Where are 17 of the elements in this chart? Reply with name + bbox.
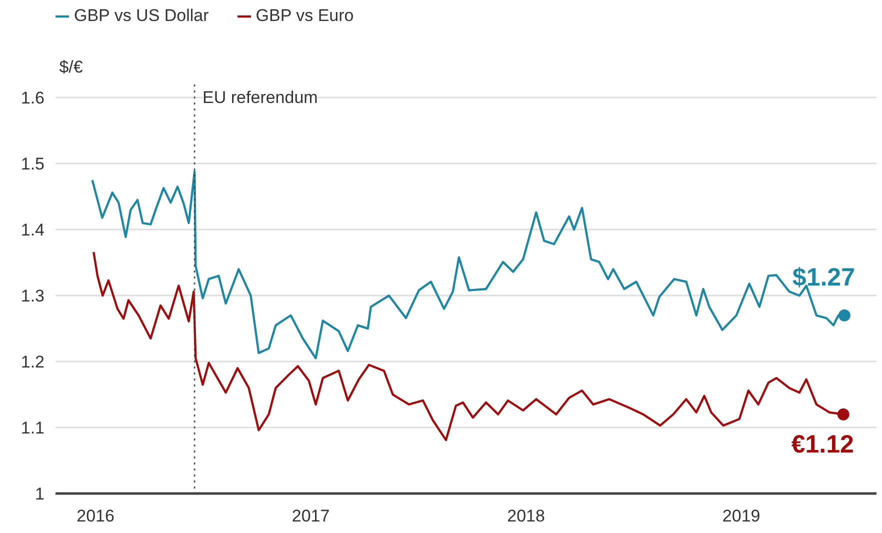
y-tick-label: 1 [35,484,45,504]
y-tick-label: 1.2 [20,352,45,372]
y-axis-title: $/€ [59,58,84,76]
y-tick-label: 1.4 [20,220,45,240]
ref-line-label: EU referendum [202,88,318,108]
y-tick-label: 1.6 [20,88,45,108]
x-tick-label: 2018 [507,506,545,526]
legend-label: GBP vs US Dollar [74,6,209,26]
y-tick-label: 1.3 [20,286,45,306]
y-tick-label: 1.5 [20,154,45,174]
annotation: €1.12 [791,430,854,458]
legend-label: GBP vs Euro [256,6,354,26]
y-tick-label: 1.1 [20,418,45,438]
x-tick-label: 2019 [722,506,760,526]
x-tick-label: 2016 [76,506,114,526]
annotation: $1.27 [792,263,855,292]
x-tick-label: 2017 [292,506,330,526]
